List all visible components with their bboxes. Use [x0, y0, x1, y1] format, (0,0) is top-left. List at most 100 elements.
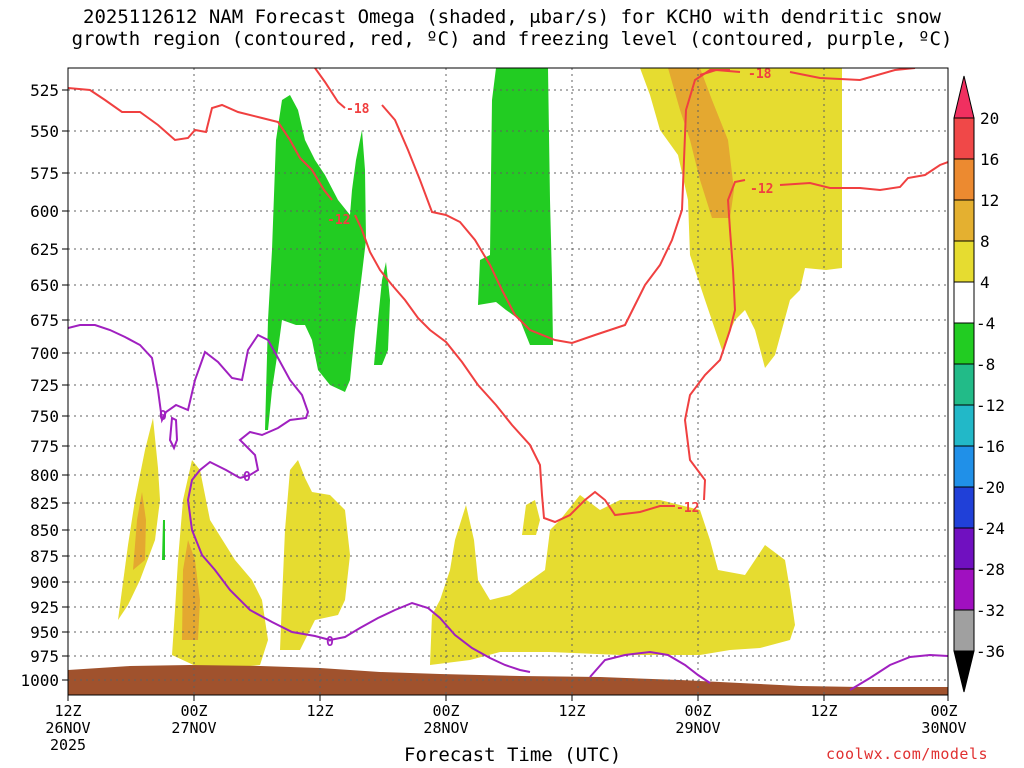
freezing-line-center — [589, 650, 711, 684]
colorbar-label: -24 — [976, 519, 1005, 538]
colorbar-bin — [953, 527, 975, 570]
title-line-2: growth region (contoured, red, ºC) and f… — [71, 28, 953, 50]
contour-minus18-left — [68, 87, 333, 201]
contour-minus12-lower — [354, 214, 675, 524]
colorbar-label: -36 — [976, 642, 1005, 661]
y-tick-label: 850 — [30, 521, 59, 540]
chart-title: 2025112612 NAM Forecast Omega (shaded, μ… — [0, 6, 1024, 50]
y-tick-label: 575 — [30, 164, 59, 183]
terrain-shading — [68, 665, 948, 695]
contour-minus12-farright — [779, 161, 948, 192]
contour-label-7: 0 — [243, 470, 251, 485]
y-tick-label: 950 — [30, 623, 59, 642]
colorbar-label: -32 — [976, 601, 1005, 620]
colorbar-label: 8 — [980, 232, 990, 251]
colorbar-label: -12 — [976, 396, 1005, 415]
colorbar: 20 16 12 8 4 -4 -8 -12 -16 -20 -24 -28 -… — [953, 75, 1005, 693]
omega-area-left-3 — [280, 460, 350, 650]
y-tick-label: 925 — [30, 598, 59, 617]
contour-label-2: -12 — [327, 213, 350, 228]
y-tick-label: 750 — [30, 407, 59, 426]
colorbar-label: 4 — [980, 273, 990, 292]
colorbar-top-arrow — [953, 75, 975, 119]
y-tick-label: 825 — [30, 494, 59, 513]
y-tick-label: 600 — [30, 202, 59, 221]
y-tick-label: 1000 — [20, 671, 59, 690]
omega-lift-4 — [162, 520, 165, 560]
y-tick-label: 875 — [30, 547, 59, 566]
x-tick-time: 00Z — [180, 702, 207, 720]
colorbar-bin — [953, 281, 975, 324]
contour-minus12-main — [381, 69, 730, 345]
colorbar-bin — [953, 240, 975, 283]
x-tick-date: 28NOV — [423, 719, 468, 737]
y-tick-label: 775 — [30, 437, 59, 456]
colorbar-label: -20 — [976, 478, 1005, 497]
x-tick-time: 00Z — [432, 702, 459, 720]
freezing-line-right — [849, 653, 948, 691]
colorbar-bin — [953, 609, 975, 652]
x-tick-time: 12Z — [54, 702, 81, 720]
freezing-line-left — [68, 324, 310, 479]
x-axis-title: Forecast Time (UTC) — [404, 744, 622, 766]
colorbar-label: -4 — [976, 314, 995, 333]
contour-minus18-top — [789, 68, 916, 82]
x-tick-year: 2025 — [50, 736, 86, 754]
contour-label-6: 0 — [159, 409, 167, 424]
colorbar-label: -28 — [976, 560, 1005, 579]
y-tick-label: 900 — [30, 573, 59, 592]
contour-minus18-upper — [314, 68, 346, 109]
colorbar-label: 12 — [980, 191, 999, 210]
omega-peak-left-2 — [182, 540, 200, 640]
colorbar-bin — [953, 568, 975, 611]
contour-label-3: -18 — [748, 67, 772, 82]
x-axis: 12Z 26NOV 2025 00Z 27NOV 12Z 00Z 28NOV 1… — [45, 695, 967, 754]
y-tick-label: 800 — [30, 466, 59, 485]
x-tick-time: 00Z — [684, 702, 711, 720]
x-tick-time: 12Z — [306, 702, 333, 720]
freezing-loop — [168, 416, 179, 451]
freezing-contours — [68, 324, 948, 691]
colorbar-bin — [953, 322, 975, 365]
grid — [68, 68, 948, 695]
x-tick-time: 12Z — [810, 702, 837, 720]
contour-minus12-right — [683, 179, 746, 501]
omega-lift-2 — [374, 262, 390, 365]
y-tick-label: 525 — [30, 81, 59, 100]
contour-labels: -18 -12 -18 -12 -12 0 0 0 — [159, 67, 773, 650]
contour-label-5: -12 — [676, 501, 699, 516]
omega-lift-3 — [478, 68, 553, 345]
omega-area-center-blob — [430, 495, 795, 665]
freezing-line-bottom — [186, 460, 531, 673]
x-tick-time: 12Z — [558, 702, 585, 720]
omega-area-upper-right — [640, 68, 842, 368]
credit-link[interactable]: coolwx.com/models — [826, 745, 989, 763]
y-tick-label: 725 — [30, 376, 59, 395]
contour-label-4: -12 — [750, 182, 773, 197]
contour-label-1: -18 — [346, 102, 370, 117]
y-tick-label: 675 — [30, 311, 59, 330]
colorbar-bin — [953, 199, 975, 242]
y-tick-label: 625 — [30, 240, 59, 259]
omega-lift-1 — [265, 95, 366, 430]
y-tick-label: 650 — [30, 276, 59, 295]
omega-peak-left-1 — [133, 492, 146, 570]
y-tick-label: 550 — [30, 122, 59, 141]
y-tick-label: 700 — [30, 344, 59, 363]
title-line-1: 2025112612 NAM Forecast Omega (shaded, μ… — [83, 6, 941, 28]
colorbar-bin — [953, 117, 975, 160]
x-tick-time: 00Z — [930, 702, 957, 720]
colorbar-label: 20 — [980, 109, 999, 128]
contour-label-8: 0 — [326, 635, 334, 650]
x-tick-date: 29NOV — [675, 719, 720, 737]
colorbar-bin — [953, 158, 975, 201]
x-tick-date: 30NOV — [921, 719, 966, 737]
omega-shading — [118, 68, 842, 668]
omega-peak-upper — [668, 68, 734, 218]
colorbar-bin — [953, 445, 975, 488]
colorbar-bin — [953, 486, 975, 529]
colorbar-label: 16 — [980, 150, 999, 169]
plot-frame — [67, 67, 949, 696]
colorbar-label: -8 — [976, 355, 995, 374]
